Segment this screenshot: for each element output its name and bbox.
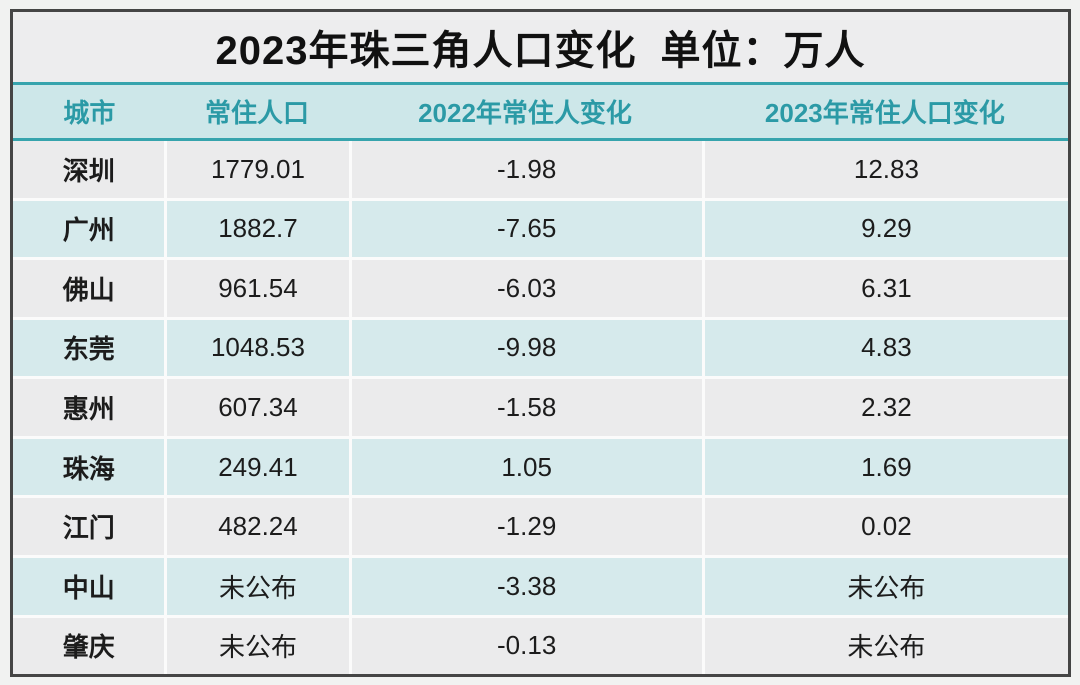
column-header-resident-population: 常住人口 [205, 98, 310, 128]
change-2022-cell: -1.58 [351, 379, 702, 436]
change-2023-cell: 4.83 [704, 319, 1068, 377]
table-row-zhaoqing: 肇庆 未公布 -0.13 未公布 [13, 617, 1068, 675]
city-cell: 珠海 [13, 438, 165, 496]
column-header-city: 城市 [63, 98, 116, 128]
change-2022-cell: -3.38 [351, 557, 702, 615]
city-cell: 东莞 [13, 319, 165, 377]
table-row-foshan: 佛山 961.54 -6.03 6.31 [13, 260, 1068, 317]
population-cell: 1882.7 [167, 200, 349, 258]
city-cell: 佛山 [13, 260, 165, 317]
change-2023-cell: 1.69 [704, 438, 1068, 496]
table-row-dongguan: 东莞 1048.53 -9.98 4.83 [13, 319, 1068, 377]
table-row-guangzhou: 广州 1882.7 -7.65 9.29 [13, 200, 1068, 258]
change-2022-cell: -0.13 [351, 617, 702, 675]
change-2023-cell: 12.83 [704, 141, 1068, 198]
population-cell: 249.41 [167, 438, 349, 496]
change-2023-cell: 未公布 [704, 617, 1068, 675]
population-cell: 1048.53 [167, 319, 349, 377]
change-2023-cell: 2.32 [704, 379, 1068, 436]
population-cell: 607.34 [167, 379, 349, 436]
change-2023-cell: 未公布 [704, 557, 1068, 615]
population-cell: 482.24 [167, 498, 349, 555]
change-2022-cell: -1.98 [351, 141, 702, 198]
change-2023-cell: 9.29 [704, 200, 1068, 258]
city-cell: 中山 [13, 557, 165, 615]
column-header-change-2022: 2022年常住人变化 [418, 98, 632, 128]
city-cell: 广州 [13, 200, 165, 258]
change-2022-cell: 1.05 [351, 438, 702, 496]
column-header-change-2023: 2023年常住人口变化 [764, 98, 1005, 128]
table-title-bar: 2023年珠三角人口变化 单位：万人 [13, 12, 1068, 82]
table-header-row: 城市 常住人口 2022年常住人变化 2023年常住人口变化 [13, 82, 1068, 141]
city-cell: 深圳 [13, 141, 165, 198]
population-cell: 961.54 [167, 260, 349, 317]
population-cell: 未公布 [167, 617, 349, 675]
population-table: 2023年珠三角人口变化 单位：万人 城市 常住人口 2022年常住人变化 20… [10, 9, 1071, 677]
city-cell: 惠州 [13, 379, 165, 436]
table-row-jiangmen: 江门 482.24 -1.29 0.02 [13, 498, 1068, 555]
table-body: 深圳 1779.01 -1.98 12.83 广州 1882.7 -7.65 9… [13, 141, 1068, 675]
population-cell: 未公布 [167, 557, 349, 615]
change-2023-cell: 0.02 [704, 498, 1068, 555]
change-2022-cell: -1.29 [351, 498, 702, 555]
table-unit-label: 单位：万人 [660, 29, 866, 73]
population-cell: 1779.01 [167, 141, 349, 198]
city-cell: 肇庆 [13, 617, 165, 675]
table-title: 2023年珠三角人口变化 [215, 29, 637, 73]
city-cell: 江门 [13, 498, 165, 555]
change-2022-cell: -7.65 [351, 200, 702, 258]
table-row-zhongshan: 中山 未公布 -3.38 未公布 [13, 557, 1068, 615]
change-2022-cell: -9.98 [351, 319, 702, 377]
change-2022-cell: -6.03 [351, 260, 702, 317]
table-row-shenzhen: 深圳 1779.01 -1.98 12.83 [13, 141, 1068, 198]
table-row-huizhou: 惠州 607.34 -1.58 2.32 [13, 379, 1068, 436]
change-2023-cell: 6.31 [704, 260, 1068, 317]
table-row-zhuhai: 珠海 249.41 1.05 1.69 [13, 438, 1068, 496]
